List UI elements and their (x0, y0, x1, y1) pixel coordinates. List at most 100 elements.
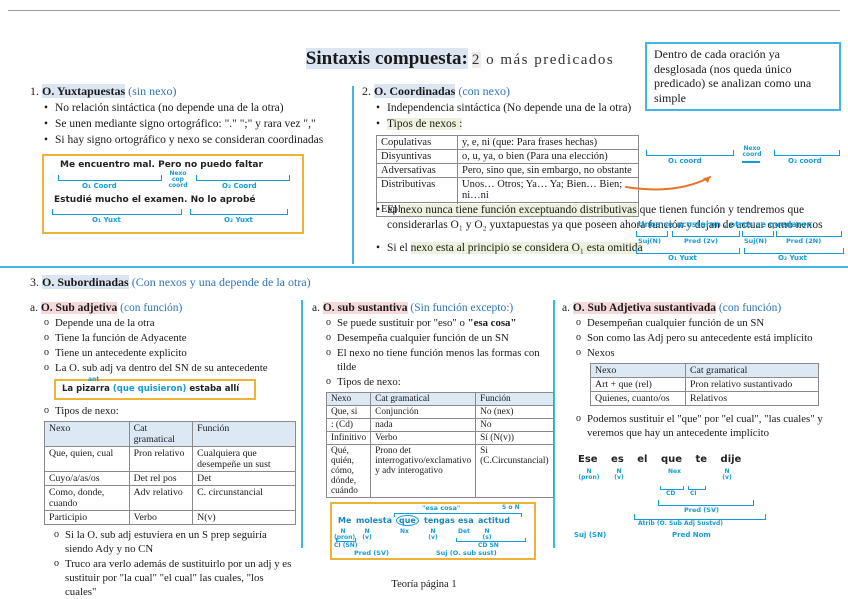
table-row: Disyuntivas o, u, ya, o bien (Para una el… (376, 148, 639, 164)
section3-heading: 3. O. Subordinadas (Con nexos y una depe… (30, 275, 311, 290)
handwritten-sentence: La pizarra (que quisieron) estaba allí (62, 384, 239, 394)
annotation-label: N (v) (722, 468, 732, 482)
annotation-label: Suj(N) (744, 237, 767, 245)
handwritten-sentence: Unos se acostaron , otros se quedaron (638, 220, 812, 229)
table-cell: N(v) (192, 510, 296, 526)
underline (742, 161, 760, 163)
bullet-item: El nexo no tiene función menos las forma… (326, 346, 548, 374)
sustantivada-nexo-table: Nexo Cat gramatical Art + que (rel) Pron r… (590, 363, 819, 407)
bracket (52, 208, 182, 215)
page-title: Sintaxis compuesta: 2 o más predicados (250, 48, 670, 70)
title-text: Sintaxis compuesta: (305, 48, 468, 69)
table-cell: Prono det interrogativo/exclamativo y ad… (370, 444, 477, 499)
text-run: que tienen función y tendremos que consi… (387, 204, 823, 231)
bullet-item: Independencia sintáctica (No depende una… (376, 101, 654, 116)
columnA-extra-bullets: Si la O. sub adj estuviera en un S prep … (30, 528, 296, 599)
table-cell: Det rel pos (128, 471, 194, 487)
annotation-label: N (pron) (334, 528, 356, 542)
table-row: Que, si Conjunción No (nex) (325, 405, 554, 420)
section2-number: 2. (362, 84, 371, 98)
bracket (776, 231, 842, 237)
example-box-yuxtapuestas: Me encuentro mal. Pero no puedo faltar O… (42, 153, 304, 234)
columnB-heading: a. O. sub sustantiva (Sin función except… (312, 302, 548, 314)
table-cell: C. circunstancial (192, 485, 296, 512)
annotation-label: CD SN (478, 542, 499, 550)
table-cell: Verbo (370, 431, 477, 446)
word: tengas (424, 516, 455, 526)
bullet-item: El nexo nunca tiene función exceptuando … (376, 203, 840, 233)
yuxt-diagram: Unos se acostaron , otros se quedaron Su… (636, 220, 844, 266)
bullet-item: Si la O. sub adj estuviera en un S prep … (54, 528, 296, 556)
annotation-label: Nex (668, 468, 681, 475)
table-cell: Qué, quién, cómo, dónde, cuándo (325, 444, 372, 499)
section2-note: (con nexo) (458, 84, 511, 98)
annotation-label: O₁ coord (668, 157, 702, 165)
sustantivada-diagram: Ese es el que te dije N (pron) N (v) Nex… (572, 454, 822, 542)
table-cell: Pero, sino que, sin embargo, no obstante (457, 162, 639, 178)
bullet-item: Truco ara verlo además de sustituirlo po… (54, 557, 296, 599)
table-header: Nexo (44, 421, 130, 448)
annotation-label: CI (SN) (334, 542, 358, 550)
sustantiva-nexo-table: Nexo Cat gramatical Función Que, si Conjunc… (325, 392, 554, 499)
table-cell: Unos… Otros; Ya… Ya; Bien… Bien; ni…ni (457, 176, 639, 203)
bracket (634, 514, 766, 520)
highlighted-text: nexo esta al principio se considera O₁ e… (410, 241, 643, 254)
subtitle-rest: o más predicados (480, 52, 615, 68)
bracket (636, 231, 668, 237)
table-cell: Distributivas (376, 176, 458, 203)
annotation-label: Suj(N) (638, 237, 661, 245)
columnB-title: O. sub sustantiva (322, 302, 408, 314)
table-header: Cat gramatical (370, 392, 477, 407)
annotation-label: Atrib (O. Sub Adj Sustvd) (638, 520, 724, 527)
text-run: (que quisieron) (112, 384, 187, 395)
table-cell: Relativos (685, 391, 819, 407)
word: Me (338, 516, 352, 526)
side-note-box: Dentro de cada oración ya desglosada (no… (645, 42, 841, 111)
bullet-item: Desempeña cualquier función de un SN (326, 331, 548, 345)
section1-heading: 1. O. Yuxtapuestas (sin nexo) (30, 84, 352, 99)
bullet-item: Podemos sustituir el "que" por "el cual"… (576, 412, 842, 440)
bullet-item: Tiene un antecedente explicito (44, 346, 296, 360)
annotation-label: Nx (400, 528, 409, 536)
page-footer: Teoría página 1 (0, 579, 848, 590)
annotation-label: O₁ Yuxt (92, 215, 121, 224)
annotation-label: N (v) (362, 528, 372, 542)
columnC-extra-bullets: Podemos sustituir el "que" por "el cual"… (562, 412, 842, 440)
annotation-label: CD (666, 490, 676, 497)
table-cell: Infinitivo (325, 431, 372, 446)
table-header: Nexo (325, 392, 372, 407)
divider-vertical (301, 300, 303, 548)
subtitle-num: 2 (471, 52, 481, 68)
bracket (744, 248, 844, 254)
table-cell: Art + que (rel) (590, 377, 686, 393)
bracket (456, 538, 526, 543)
column-sub-sustantiva: a. O. sub sustantiva (Sin función except… (312, 302, 554, 561)
footer-text: Teoría página 1 (391, 579, 457, 590)
bullet-item: No relación sintáctica (no depende una d… (44, 101, 352, 116)
table-header: Cat gramatical (128, 421, 194, 448)
table-cell: Disyuntivas (376, 148, 458, 164)
bracket (688, 486, 706, 490)
columnC-heading: a. O. Sub Adjetiva sustantivada (con fun… (562, 302, 842, 314)
section1-title: O. Yuxtapuestas (42, 84, 126, 98)
annotation-label: Suj (O. sub sust) (436, 549, 497, 558)
columnB-note: (Sin función excepto:) (410, 302, 514, 314)
word: molesta (356, 516, 392, 526)
table-row: Que, quien, cual Pron relativo Cualquiera … (44, 446, 296, 473)
bullet-item: Nexos (576, 346, 842, 360)
example-box-sustantiva: "esa cosa" S o N Me molesta que tengas e… (330, 502, 536, 561)
table-cell: Det (192, 471, 296, 487)
column-sub-adjetiva: a. O. Sub adjetiva (con función) Depende… (30, 302, 296, 599)
bullet-item: Son como las Adj pero su antecedente est… (576, 331, 842, 345)
annotation-label: N (pron) (578, 468, 600, 482)
table-row: Nexo Cat gramatical Función (44, 421, 296, 448)
table-header: Nexo (590, 363, 686, 379)
bracket (58, 174, 162, 181)
annotation-label: O₂ Yuxt (778, 254, 807, 262)
handwritten-sentence: Ese es el que te dije (578, 454, 742, 465)
columnA-note: (con función) (120, 302, 183, 314)
columnB-letter: a. (312, 302, 320, 314)
table-header: Función (192, 421, 296, 448)
table-cell: Pron relativo (128, 446, 194, 473)
